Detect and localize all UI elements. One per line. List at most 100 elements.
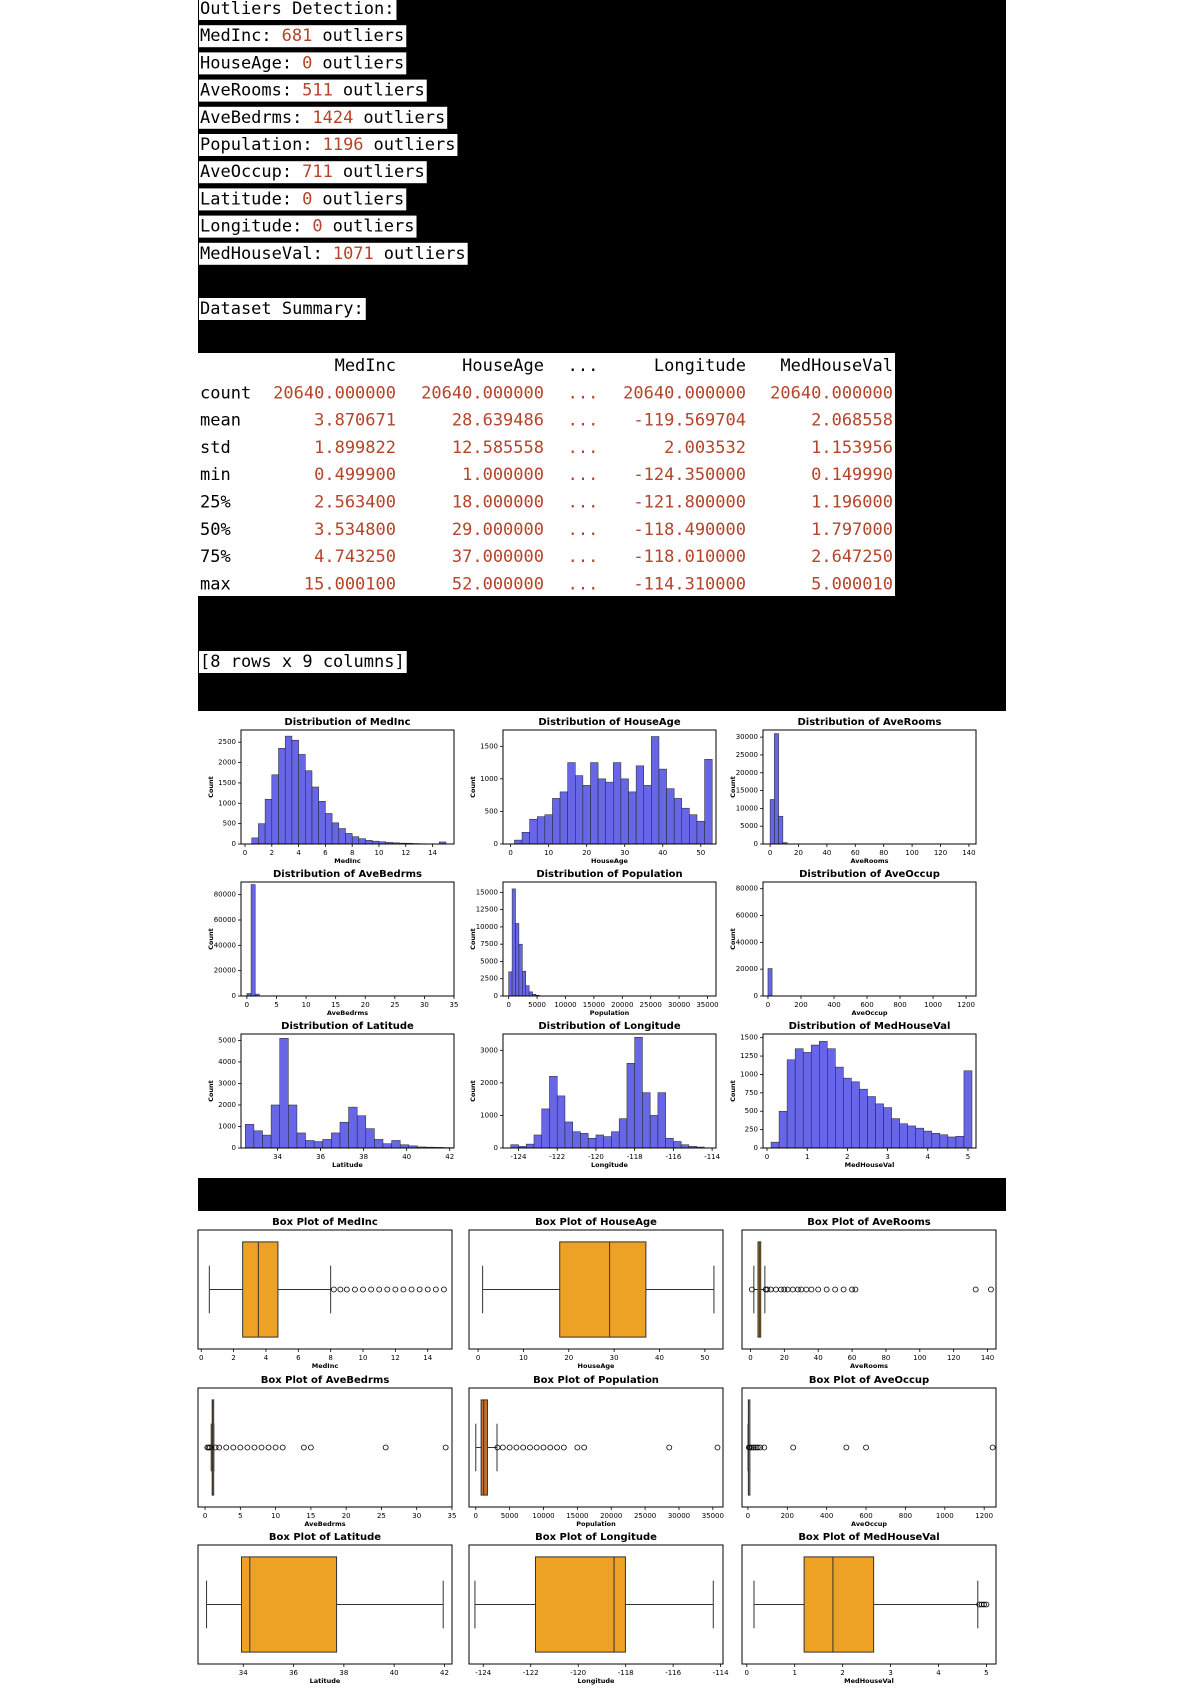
outlier <box>840 1286 847 1293</box>
x-tick-label: 36 <box>316 1153 325 1161</box>
text-highlight <box>199 106 448 129</box>
x-axis-label: AveRooms <box>850 1362 888 1370</box>
outlier <box>815 1286 822 1293</box>
histogram-bar <box>358 838 366 845</box>
y-tick-label: 1000 <box>480 775 498 783</box>
x-tick-label: 120 <box>947 1354 960 1362</box>
histogram-bar <box>689 814 698 845</box>
y-tick-label: 0 <box>494 840 498 848</box>
outlier-suffix: outliers <box>384 244 466 264</box>
table-cell: -118.490000 <box>633 520 746 540</box>
histogram-bar <box>536 816 546 845</box>
x-tick-label: 1000 <box>936 1512 954 1520</box>
x-axis-label: MedInc <box>312 1362 339 1370</box>
histogram-bar <box>774 733 779 845</box>
outlier <box>757 1444 764 1451</box>
feature-name: AveBedrms: <box>200 108 302 128</box>
y-tick-label: 20000 <box>736 769 758 777</box>
x-tick-label: 600 <box>859 1512 872 1520</box>
outlier-line: Latitude: 0 outliers <box>200 189 404 209</box>
y-tick-label: 80000 <box>214 891 236 899</box>
text-highlight <box>199 651 407 673</box>
histogram-bar <box>658 768 667 845</box>
x-tick-label: 1200 <box>957 1001 975 1009</box>
table-cell: 2.068558 <box>811 411 893 431</box>
y-tick-label: 2500 <box>480 975 498 983</box>
outlier <box>272 1444 279 1451</box>
histogram-bar <box>778 1110 788 1149</box>
x-tick-label: 30 <box>610 1354 619 1362</box>
histogram-bar <box>528 991 533 997</box>
table-cell: -124.350000 <box>633 465 746 485</box>
histogram-bar <box>939 1134 949 1149</box>
plot-frame <box>741 1229 997 1350</box>
x-tick-label: 42 <box>445 1153 454 1161</box>
outlier <box>749 1286 755 1293</box>
table-cell: 20640.000000 <box>421 383 544 403</box>
x-tick-label: 10 <box>519 1354 528 1362</box>
histogram-bar <box>572 1131 581 1149</box>
chart-title: Box Plot of AveRooms <box>807 1217 931 1228</box>
plot-frame <box>197 1229 453 1350</box>
outlier <box>581 1444 588 1451</box>
outlier <box>244 1444 251 1451</box>
outlier <box>337 1286 344 1293</box>
column-header: HouseAge <box>462 356 544 376</box>
outlier <box>798 1286 805 1293</box>
histogram-bar <box>544 814 553 845</box>
outlier <box>343 1286 350 1293</box>
table-cell: ... <box>568 383 599 403</box>
x-tick-label: 5000 <box>501 1512 519 1520</box>
x-tick-label: 6 <box>323 849 328 857</box>
y-tick-label: 0 <box>754 1144 758 1152</box>
text-highlight <box>199 215 417 238</box>
x-tick-label: 34 <box>239 1669 248 1677</box>
plot-frame <box>240 1033 455 1149</box>
histogram-bar <box>875 1103 884 1149</box>
y-tick-label: 5000 <box>480 957 498 965</box>
histogram-bar <box>511 888 516 997</box>
histogram-bar <box>580 1133 589 1149</box>
histogram-bar <box>611 1131 620 1149</box>
chart-title: Distribution of Population <box>536 869 682 880</box>
outlier-count: 0 <box>302 189 312 209</box>
y-tick-label: 15000 <box>736 787 758 795</box>
table-cell: 3.534800 <box>314 520 396 540</box>
y-tick-label: 3000 <box>480 1046 498 1054</box>
y-axis-label: Count <box>207 928 215 950</box>
outlier <box>352 1286 358 1293</box>
chart-title: Box Plot of AveOccup <box>809 1375 929 1386</box>
text-highlight <box>199 52 407 75</box>
x-tick-label: 400 <box>820 1512 833 1520</box>
outlier <box>251 1444 258 1451</box>
histogram-bar <box>374 1139 384 1149</box>
histogram-bar <box>365 1128 375 1149</box>
x-tick-label: 12 <box>391 1354 400 1362</box>
x-tick-label: -120 <box>588 1153 604 1161</box>
outlier <box>237 1444 244 1451</box>
y-tick-label: 80000 <box>736 885 758 893</box>
text-highlight <box>199 188 407 211</box>
outlier-suffix: outliers <box>363 108 445 128</box>
x-tick-label: 10 <box>359 1354 368 1362</box>
x-tick-label: 3 <box>888 1669 892 1677</box>
histogram-bar <box>649 1115 659 1149</box>
histogram-bar <box>778 815 784 845</box>
outlier <box>750 1444 757 1451</box>
x-axis-label: AveOccup <box>851 1520 887 1528</box>
table-cell: 1.899822 <box>314 438 396 458</box>
x-tick-label: 50 <box>700 1354 709 1362</box>
x-tick-label: 15000 <box>583 1001 605 1009</box>
chart-title: Box Plot of AveBedrms <box>261 1375 390 1386</box>
x-tick-label: 20 <box>564 1354 573 1362</box>
histogram-bar <box>296 1132 306 1149</box>
x-tick-label: 4 <box>264 1354 269 1362</box>
table-cell: ... <box>568 465 599 485</box>
table-cell: 20640.000000 <box>623 383 746 403</box>
x-axis-label: AveBedrms <box>327 1009 368 1017</box>
x-tick-label: 0 <box>748 1354 752 1362</box>
y-tick-label: 0 <box>754 992 758 1000</box>
histogram-bar <box>298 754 306 845</box>
x-tick-label: 800 <box>893 1001 906 1009</box>
histogram-bar <box>518 943 523 997</box>
